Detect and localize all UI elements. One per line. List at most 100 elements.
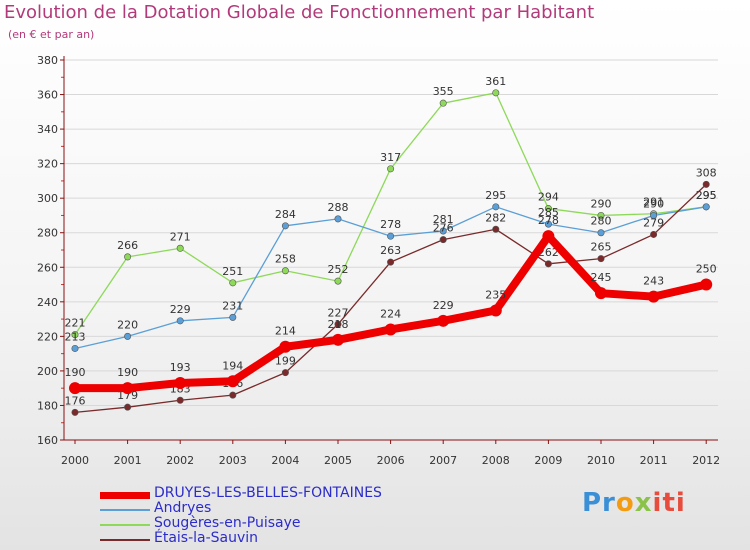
data-point	[542, 230, 555, 243]
data-point	[71, 408, 79, 416]
data-point	[700, 278, 713, 291]
data-point	[597, 211, 605, 219]
y-tick-label: 220	[37, 330, 58, 343]
data-point	[332, 333, 344, 346]
data-label: 252	[328, 263, 349, 276]
data-label: 290	[643, 197, 664, 210]
y-tick-label: 180	[37, 399, 58, 412]
x-tick-label: 2002	[166, 454, 194, 467]
data-label: 229	[170, 303, 191, 316]
data-point	[439, 236, 447, 244]
data-label: 280	[591, 215, 612, 228]
data-label: 290	[591, 197, 612, 210]
data-point	[702, 203, 710, 211]
x-tick-label: 2001	[114, 454, 142, 467]
legend-swatch-druyes	[100, 492, 150, 499]
data-label: 284	[275, 208, 296, 221]
data-label: 294	[538, 191, 559, 204]
legend-swatch-sougeres	[100, 524, 150, 526]
y-tick-label: 360	[37, 89, 58, 102]
data-label: 190	[65, 366, 86, 379]
chart-subtitle: (en € et par an)	[8, 28, 95, 41]
data-label: 231	[222, 299, 243, 312]
data-point	[334, 215, 342, 223]
legend-label: Sougères-en-Puisaye	[154, 515, 301, 531]
data-label: 278	[380, 218, 401, 231]
data-point	[69, 382, 81, 395]
data-label: 243	[643, 275, 664, 288]
data-point	[387, 232, 395, 240]
data-point	[702, 180, 710, 188]
x-tick-label: 2007	[429, 454, 457, 467]
data-point	[492, 89, 500, 97]
y-tick-label: 380	[37, 54, 58, 67]
legend-label: Étais-la-Sauvin	[154, 530, 259, 546]
data-label: 220	[117, 318, 138, 331]
data-label: 224	[380, 307, 401, 320]
data-label: 213	[65, 330, 86, 343]
legend-item-etais: Étais-la-Sauvin	[100, 530, 420, 547]
data-point	[387, 258, 395, 266]
data-point	[647, 290, 660, 303]
data-point	[176, 396, 184, 404]
y-tick-label: 300	[37, 192, 58, 205]
data-label: 190	[117, 366, 138, 379]
legend-item-andryes: Andryes	[100, 500, 420, 517]
legend-item-sougeres: Sougères-en-Puisaye	[100, 515, 420, 532]
y-tick-label: 340	[37, 123, 58, 136]
data-label: 295	[696, 189, 717, 202]
data-point	[334, 320, 342, 328]
data-point	[281, 222, 289, 230]
data-point	[437, 314, 450, 327]
data-point	[71, 344, 79, 352]
data-point	[176, 317, 184, 325]
data-label: 245	[591, 271, 612, 284]
data-point	[544, 205, 552, 213]
legend-item-druyes: DRUYES-LES-BELLES-FONTAINES	[100, 485, 420, 502]
data-point	[124, 403, 132, 411]
data-label: 279	[643, 216, 664, 229]
data-point	[176, 244, 184, 252]
data-point	[174, 377, 187, 389]
x-tick-label: 2012	[692, 454, 720, 467]
legend-label: DRUYES-LES-BELLES-FONTAINES	[154, 485, 382, 501]
data-label: 282	[485, 211, 506, 224]
x-tick-label: 2006	[377, 454, 405, 467]
data-point	[650, 211, 658, 219]
data-point	[384, 323, 397, 336]
x-tick-label: 2004	[271, 454, 299, 467]
data-point	[544, 260, 552, 268]
data-label: 295	[696, 189, 717, 202]
data-label: 250	[696, 263, 717, 276]
data-point	[121, 382, 134, 395]
data-point	[650, 230, 658, 238]
data-point	[124, 332, 132, 340]
data-point	[597, 229, 605, 237]
legend-swatch-andryes	[100, 509, 150, 511]
data-label: 278	[538, 214, 559, 227]
data-point	[71, 331, 79, 339]
data-label: 281	[433, 213, 454, 226]
data-label: 295	[485, 189, 506, 202]
data-point	[279, 340, 292, 353]
data-point	[492, 225, 500, 233]
y-tick-label: 200	[37, 365, 58, 378]
data-label: 317	[380, 151, 401, 164]
y-tick-label: 160	[37, 434, 58, 447]
data-point	[387, 165, 395, 173]
x-tick-label: 2005	[324, 454, 352, 467]
data-point	[439, 99, 447, 107]
data-label: 355	[433, 85, 454, 98]
x-tick-label: 2008	[482, 454, 510, 467]
data-label: 271	[170, 230, 191, 243]
data-label: 214	[275, 325, 296, 338]
x-tick-label: 2003	[219, 454, 247, 467]
brand-logo: Proxiti	[582, 488, 686, 518]
data-label: 176	[65, 394, 86, 407]
y-tick-label: 320	[37, 158, 58, 171]
y-tick-label: 280	[37, 227, 58, 240]
data-label: 227	[328, 306, 349, 319]
data-point	[492, 203, 500, 211]
data-point	[281, 369, 289, 377]
data-label: 179	[117, 389, 138, 402]
